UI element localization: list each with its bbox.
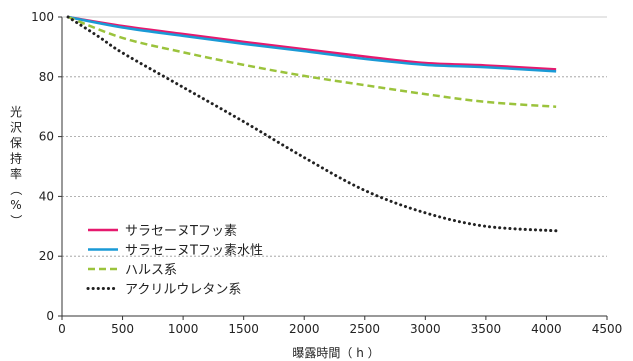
series-line-3	[67, 15, 557, 108]
y-axis-title-char: %	[10, 198, 21, 212]
y-tick-label: 60	[39, 130, 54, 144]
x-tick-label: 4500	[592, 322, 623, 336]
x-tick-label: 4000	[531, 322, 562, 336]
x-tick-label: 3500	[471, 322, 502, 336]
y-axis-title-char: 率	[10, 166, 22, 181]
y-axis-title-char: 沢	[10, 121, 22, 135]
series-line-1	[67, 15, 557, 71]
axes	[58, 16, 608, 320]
gridlines	[62, 76, 607, 257]
y-tick-label: 0	[46, 309, 54, 323]
x-tick-label: 500	[111, 322, 134, 336]
legend-label-3: ハルス系	[125, 263, 177, 278]
y-axis-title-char: 持	[10, 151, 22, 166]
x-tick-label: 1500	[228, 322, 259, 336]
legend-label-2: サラセーヌTフッ素水性	[125, 244, 263, 259]
series-line-4	[66, 15, 558, 233]
x-tick-label: 2000	[289, 322, 320, 336]
series-line-2	[67, 15, 557, 73]
y-tick-labels: 0 20 40 60 80 100	[31, 10, 54, 323]
y-axis-title-char: ）	[9, 214, 23, 226]
y-axis-title-char: 保	[10, 136, 22, 150]
x-axis-title: 曝露時間（ h ）	[292, 346, 379, 360]
legend-label-4: アクリルウレタン系	[125, 283, 241, 298]
y-tick-label: 100	[31, 10, 54, 24]
x-tick-label: 3000	[410, 322, 441, 336]
x-tick-label: 1000	[168, 322, 199, 336]
x-tick-label: 2500	[350, 322, 381, 336]
y-axis-title-char: （	[9, 183, 23, 195]
y-tick-label: 80	[39, 70, 54, 84]
y-axis-title-char: 光	[10, 105, 22, 119]
legend-label-1: サラセーヌTフッ素	[125, 224, 237, 239]
x-tick-label: 0	[58, 322, 66, 336]
y-tick-label: 40	[39, 189, 54, 203]
y-tick-label: 20	[39, 249, 54, 263]
series-lines	[66, 15, 558, 233]
x-tick-labels: 0 500 1000 1500 2000 2500 3000 3500 4000 4500	[58, 322, 622, 336]
